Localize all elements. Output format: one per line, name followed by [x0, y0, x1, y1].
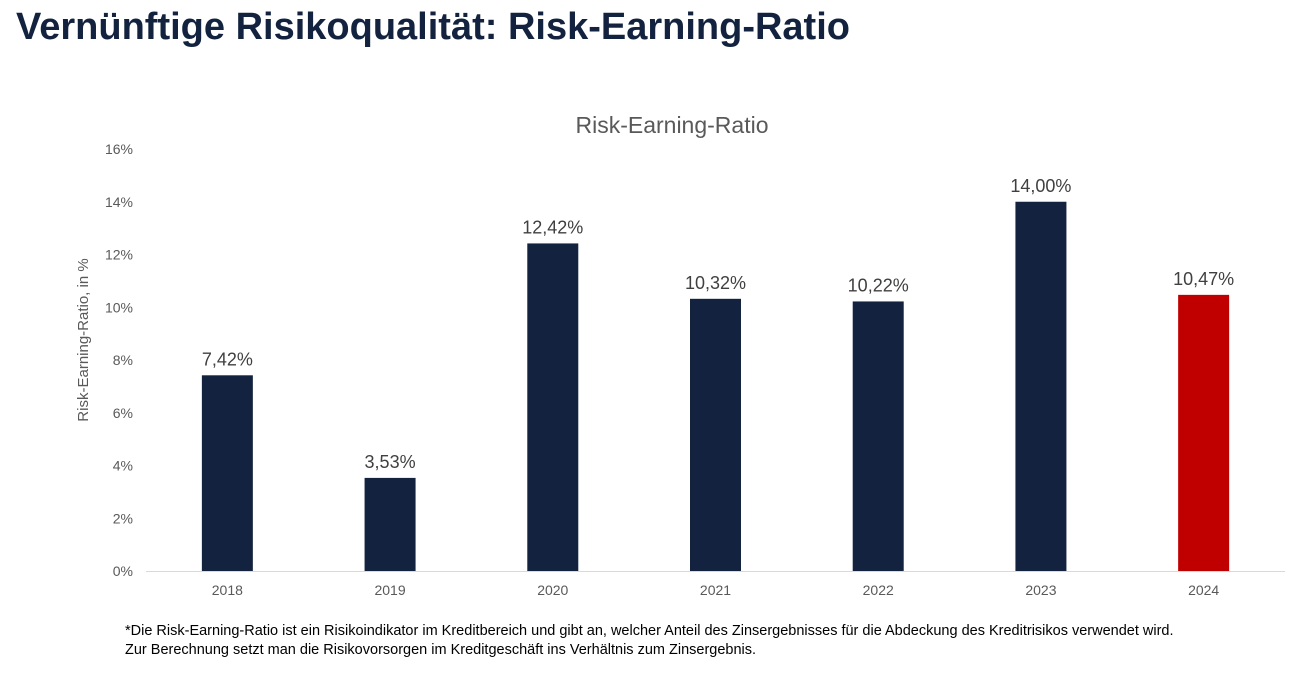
y-tick-label: 2% [113, 510, 133, 526]
bar [852, 301, 904, 571]
bars [201, 201, 1230, 572]
y-tick-label: 10% [105, 299, 133, 315]
x-tick-label: 2019 [374, 582, 405, 598]
y-tick-label: 0% [113, 563, 133, 579]
x-tick-label: 2020 [537, 582, 568, 598]
footnote-line-1: *Die Risk-Earning-Ratio ist ein Risikoin… [125, 623, 1174, 639]
footnote-line-2: Zur Berechnung setzt man die Risikovorso… [125, 642, 757, 658]
footnote: *Die Risk-Earning-Ratio ist ein Risikoin… [125, 622, 1285, 660]
bar [201, 375, 253, 571]
y-axis-label: Risk-Earning-Ratio, in % [75, 258, 92, 421]
bar [690, 298, 741, 571]
data-label: 7,42% [202, 349, 253, 369]
x-tick-label: 2018 [212, 582, 243, 598]
data-label: 3,53% [365, 452, 416, 472]
data-label: 10,32% [685, 273, 746, 293]
page-title: Vernünftige Risikoqualität: Risk-Earning… [16, 6, 850, 48]
y-tick-label: 6% [113, 405, 133, 421]
data-label: 10,47% [1173, 269, 1234, 289]
y-axis: 0% 2% 4% 6% 8% 10% 12% 14% 16% [105, 141, 133, 579]
x-tick-label: 2024 [1188, 582, 1219, 598]
bar [1178, 294, 1230, 571]
data-labels: 7,42% 3,53% 12,42% 10,32% 10,22% 14,00% 10,47% [202, 176, 1234, 472]
x-tick-label: 2021 [700, 582, 731, 598]
x-tick-label: 2022 [863, 582, 894, 598]
y-tick-label: 12% [105, 247, 133, 263]
bar [527, 243, 579, 572]
x-axis: 2018 2019 2020 2021 2022 2023 2024 [212, 582, 1220, 598]
x-tick-label: 2023 [1025, 582, 1056, 598]
y-tick-label: 16% [105, 141, 133, 157]
y-tick-label: 4% [113, 458, 133, 474]
bar [364, 477, 416, 571]
bar [1015, 201, 1067, 571]
chart-title: Risk-Earning-Ratio [575, 112, 768, 138]
data-label: 10,22% [848, 275, 909, 295]
y-tick-label: 14% [105, 194, 133, 210]
data-label: 12,42% [522, 217, 583, 237]
data-label: 14,00% [1010, 176, 1071, 196]
y-tick-label: 8% [113, 352, 133, 368]
